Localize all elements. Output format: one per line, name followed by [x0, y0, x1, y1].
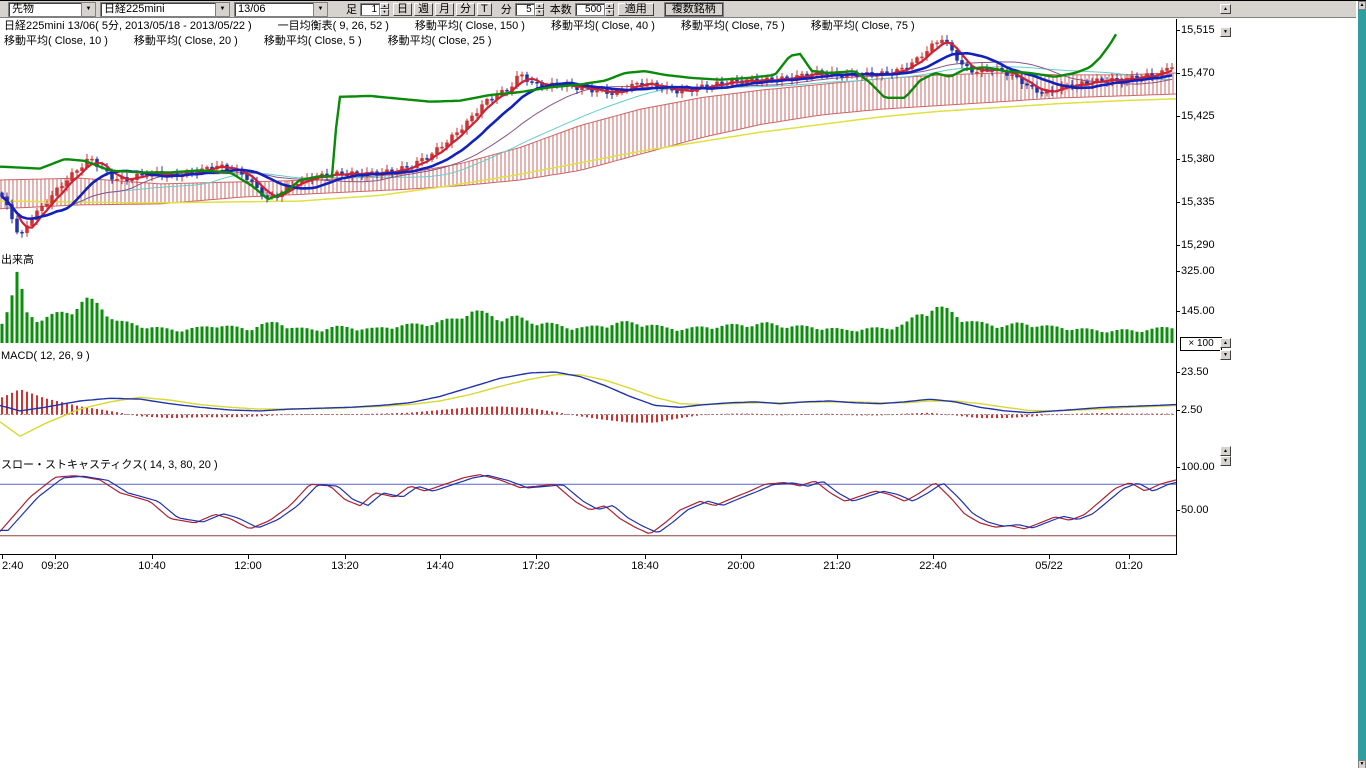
y-tick-mark	[1176, 30, 1180, 31]
stoch-axis-label: 50.00	[1181, 504, 1209, 516]
time-axis-label: 12:00	[234, 560, 262, 572]
stoch-axis-label: 100.00	[1181, 461, 1215, 473]
y-tick-mark	[1176, 510, 1180, 511]
y-tick-mark	[1176, 245, 1180, 246]
spinner-arrows-icon[interactable]: ▲▼	[605, 3, 614, 16]
instrument-type-select[interactable]: 先物 ▼	[8, 2, 96, 17]
time-axis-label: 20:00	[727, 560, 755, 572]
x-tick-mark	[440, 555, 441, 559]
time-axis-label: 09:20	[41, 560, 69, 572]
price-axis-label: 15,290	[1181, 239, 1215, 251]
x-tick-mark	[55, 555, 56, 559]
time-axis-label: 01:20	[1115, 560, 1143, 572]
x-tick-mark	[645, 555, 646, 559]
macd-axis-label: 2.50	[1181, 404, 1202, 416]
bar-interval-value: 1	[360, 3, 380, 16]
instrument-type-value: 先物	[9, 3, 81, 16]
bar-count-label: 本数	[550, 1, 572, 17]
panel-scale-down-button[interactable]: ▼	[1220, 27, 1231, 37]
bar-label: 足	[346, 1, 357, 17]
price-axis-label: 15,380	[1181, 153, 1215, 165]
x-tick-mark	[152, 555, 153, 559]
y-axis-line	[1176, 19, 1177, 555]
toolbar: 先物 ▼ 日経225mini ▼ 13/06 ▼ 足 1 ▲▼ 日 週 月 分 …	[0, 1, 1356, 18]
time-axis-label: 10:40	[138, 560, 166, 572]
panel-scale-up-button[interactable]: ▲	[1220, 338, 1231, 348]
vertical-scrollbar[interactable]: ▲ ▼	[1358, 1, 1366, 768]
instrument-value: 日経225mini	[101, 3, 215, 16]
time-axis-label: 21:20	[823, 560, 851, 572]
x-tick-mark	[1129, 555, 1130, 559]
x-tick-mark	[837, 555, 838, 559]
macd-chart[interactable]	[0, 343, 1177, 453]
period-week-button[interactable]: 週	[414, 3, 433, 16]
volume-multiplier-badge: × 100	[1180, 337, 1222, 351]
chevron-down-icon[interactable]: ▼	[313, 3, 327, 16]
multi-symbol-button[interactable]: 複数銘柄	[665, 3, 723, 16]
panel-scale-up-button[interactable]: ▲	[1220, 446, 1231, 456]
period-tick-button[interactable]: T	[477, 3, 492, 16]
y-tick-mark	[1176, 467, 1180, 468]
macd-axis-label: 23.50	[1181, 366, 1209, 378]
x-axis-line	[0, 554, 1177, 555]
period-day-button[interactable]: 日	[393, 3, 412, 16]
time-axis-label: 13:20	[331, 560, 359, 572]
volume-axis-label: 145.00	[1181, 305, 1215, 317]
bar-interval-stepper[interactable]: 1 ▲▼	[360, 3, 389, 16]
spinner-arrows-icon[interactable]: ▲▼	[535, 3, 544, 16]
time-axis-label: 17:20	[522, 560, 550, 572]
minute-value: 5	[515, 3, 535, 16]
time-axis-label: 14:40	[426, 560, 454, 572]
chevron-down-icon[interactable]: ▼	[215, 3, 229, 16]
time-axis-label: 05/22	[1035, 560, 1063, 572]
y-tick-mark	[1176, 372, 1180, 373]
minute-stepper[interactable]: 5 ▲▼	[515, 3, 544, 16]
price-candlestick-chart[interactable]	[0, 21, 1177, 255]
price-axis-label: 15,470	[1181, 67, 1215, 79]
panel-scale-up-button[interactable]: ▲	[1220, 4, 1231, 14]
bar-count-stepper[interactable]: 500 ▲▼	[575, 3, 614, 16]
contract-month-select[interactable]: 13/06 ▼	[234, 2, 328, 17]
x-tick-mark	[248, 555, 249, 559]
period-minute-button[interactable]: 分	[456, 3, 475, 16]
apply-button[interactable]: 適用	[618, 3, 654, 16]
contract-month-value: 13/06	[235, 3, 313, 16]
y-tick-mark	[1176, 73, 1180, 74]
y-tick-mark	[1176, 311, 1180, 312]
chevron-down-icon[interactable]: ▼	[81, 3, 95, 16]
y-tick-mark	[1176, 271, 1180, 272]
y-tick-mark	[1176, 202, 1180, 203]
minute-label: 分	[501, 1, 512, 17]
instrument-select[interactable]: 日経225mini ▼	[100, 2, 230, 17]
x-tick-mark	[933, 555, 934, 559]
volume-bar-chart[interactable]	[0, 255, 1177, 343]
time-axis-label: 22:40	[919, 560, 947, 572]
price-axis-label: 15,515	[1181, 24, 1215, 36]
x-tick-mark	[536, 555, 537, 559]
x-tick-mark	[345, 555, 346, 559]
price-axis-label: 15,425	[1181, 110, 1215, 122]
time-axis-label: 2:40	[2, 560, 23, 572]
bar-count-value: 500	[575, 3, 605, 16]
price-axis-label: 15,335	[1181, 196, 1215, 208]
scroll-up-icon[interactable]: ▲	[1358, 1, 1366, 10]
volume-axis-label: 325.00	[1181, 265, 1215, 277]
y-tick-mark	[1176, 116, 1180, 117]
y-tick-mark	[1176, 410, 1180, 411]
y-tick-mark	[1176, 159, 1180, 160]
period-month-button[interactable]: 月	[435, 3, 454, 16]
spinner-arrows-icon[interactable]: ▲▼	[380, 3, 389, 16]
x-tick-mark	[2, 555, 3, 559]
x-tick-mark	[1049, 555, 1050, 559]
x-tick-mark	[741, 555, 742, 559]
trading-app-window: 先物 ▼ 日経225mini ▼ 13/06 ▼ 足 1 ▲▼ 日 週 月 分 …	[0, 0, 1366, 768]
time-axis-label: 18:40	[631, 560, 659, 572]
panel-scale-down-button[interactable]: ▼	[1220, 350, 1231, 360]
scroll-down-icon[interactable]: ▼	[1358, 760, 1366, 768]
stochastics-chart[interactable]	[0, 453, 1177, 554]
panel-scale-down-button[interactable]: ▼	[1220, 456, 1231, 466]
